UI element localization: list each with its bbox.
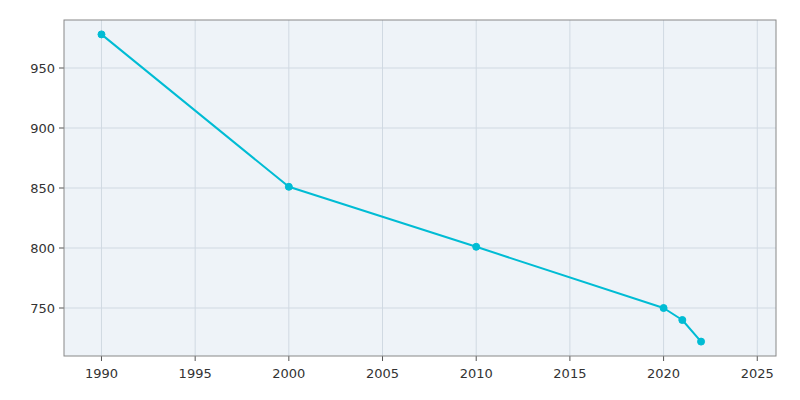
point bbox=[98, 31, 105, 38]
point bbox=[660, 305, 667, 312]
x-tick-label: 2015 bbox=[553, 366, 586, 381]
tick-labels: 1990 1995 2000 2005 2010 2015 2020 2025 750 800 85… bbox=[30, 61, 774, 382]
plot-frame bbox=[64, 20, 776, 356]
y-grid-line bbox=[64, 188, 776, 189]
chart-svg: 1990 1995 2000 2005 2010 2015 2020 2025 750 800 85… bbox=[0, 0, 800, 400]
y-tick bbox=[59, 308, 64, 309]
x-tick-label: 2025 bbox=[741, 366, 774, 381]
y-tick-label: 850 bbox=[30, 181, 55, 196]
x-tick bbox=[101, 356, 102, 361]
x-tick bbox=[663, 356, 664, 361]
y-grid-line bbox=[64, 128, 776, 129]
series bbox=[98, 31, 705, 345]
y-tick-label: 750 bbox=[30, 301, 55, 316]
y-tick-label: 900 bbox=[30, 121, 55, 136]
x-tick bbox=[569, 356, 570, 361]
x-tick-label: 2020 bbox=[647, 366, 680, 381]
y-tick bbox=[59, 188, 64, 189]
x-tick bbox=[476, 356, 477, 361]
y-tick-label: 950 bbox=[30, 61, 55, 76]
y-tick-label: 800 bbox=[30, 241, 55, 256]
y-tick bbox=[59, 248, 64, 249]
x-tick bbox=[288, 356, 289, 361]
x-tick-label: 2005 bbox=[366, 366, 399, 381]
plot-background bbox=[64, 20, 776, 356]
x-tick-label: 2000 bbox=[272, 366, 305, 381]
point bbox=[679, 317, 686, 324]
point bbox=[473, 243, 480, 250]
y-tick bbox=[59, 128, 64, 129]
x-tick bbox=[195, 356, 196, 361]
y-grid-line bbox=[64, 308, 776, 309]
x-tick-label: 1990 bbox=[85, 366, 118, 381]
grid bbox=[64, 20, 776, 356]
y-grid-line bbox=[64, 68, 776, 69]
y-tick bbox=[59, 68, 64, 69]
point bbox=[285, 183, 292, 190]
x-tick bbox=[382, 356, 383, 361]
x-tick-label: 1995 bbox=[179, 366, 212, 381]
point bbox=[698, 338, 705, 345]
x-tick-label: 2010 bbox=[460, 366, 493, 381]
line bbox=[101, 34, 701, 341]
x-tick bbox=[757, 356, 758, 361]
chart-container: 1990 1995 2000 2005 2010 2015 2020 2025 750 800 85… bbox=[0, 0, 800, 400]
y-grid-line bbox=[64, 248, 776, 249]
